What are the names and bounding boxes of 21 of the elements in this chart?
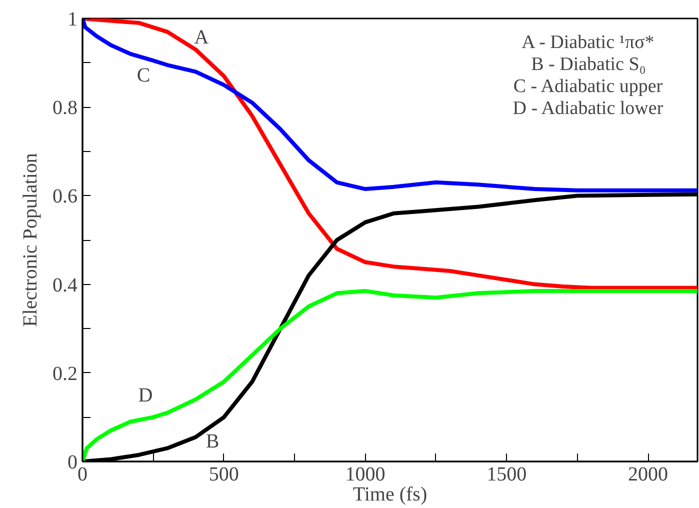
- x-tick-label: 1000: [345, 464, 386, 486]
- x-tick-label: 2000: [628, 464, 668, 486]
- annotation: A - Diabatic ¹πσ*: [522, 32, 654, 53]
- x-tick-label: 500: [208, 464, 239, 486]
- annotation: D: [138, 384, 153, 406]
- annotation: D - Adiabatic lower: [512, 98, 664, 119]
- annotation: B: [206, 430, 220, 452]
- line-series: [82, 18, 698, 192]
- annotation: C - Adiabatic upper: [513, 76, 664, 97]
- x-axis-title: Time (fs): [352, 484, 428, 506]
- annotation: A: [194, 26, 210, 48]
- x-tick-label: 1500: [486, 464, 527, 486]
- y-tick-label: 0.2: [52, 362, 78, 385]
- y-axis-title: Electronic Population: [20, 153, 42, 327]
- y-tick-label: 0.6: [52, 186, 78, 208]
- y-tick-label: 0.8: [52, 97, 78, 120]
- line-series: [82, 18, 698, 290]
- annotation: C: [136, 64, 150, 86]
- y-tick-label: 1: [68, 8, 78, 30]
- y-tick-label: 0.4: [52, 274, 78, 296]
- annotation: B - Diabatic S₀: [531, 54, 646, 75]
